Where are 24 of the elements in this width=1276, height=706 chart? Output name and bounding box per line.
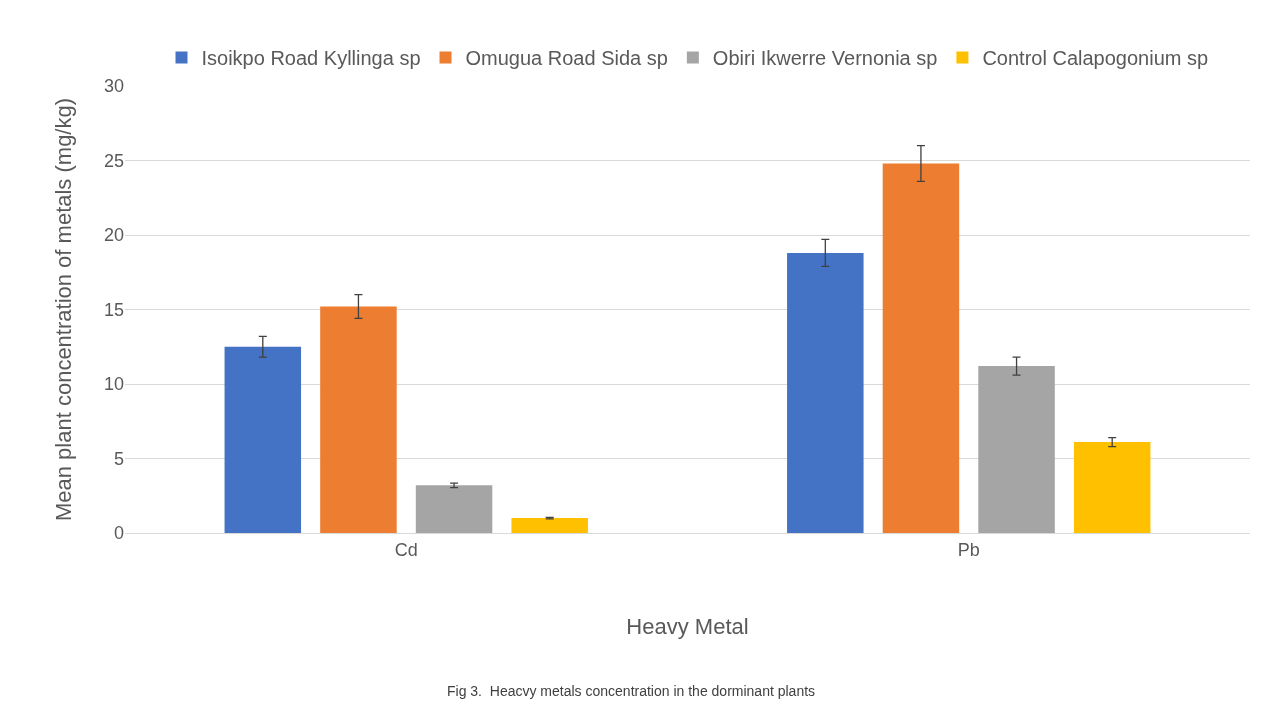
x-tick-label: Pb — [957, 539, 980, 560]
y-tick-label: 20 — [103, 225, 124, 246]
y-tick-label: 30 — [103, 76, 124, 97]
bar — [978, 366, 1055, 533]
caption: Fig 3. Heacvy metals concentration in the dorminant plants — [447, 683, 816, 699]
y-tick-label: 15 — [103, 299, 124, 320]
legend-label: Obiri Ikwerre Vernonia sp — [712, 47, 938, 70]
legend-label: Control Calapogonium sp — [982, 47, 1209, 70]
x-axis-title: Heavy Metal — [626, 614, 749, 640]
bar — [882, 163, 960, 533]
y-tick-label: 10 — [103, 374, 124, 395]
y-tick-label: 0 — [113, 523, 124, 544]
bar — [224, 346, 302, 533]
y-tick-label: 25 — [103, 150, 124, 171]
legend-label: Omugua Road Sida sp — [465, 47, 668, 70]
legend-label: Isoikpo Road Kyllinga sp — [201, 47, 421, 70]
x-tick-label: Cd — [394, 539, 418, 560]
bar — [415, 485, 493, 533]
bar — [1073, 442, 1151, 533]
y-axis-title: Mean plant concentration of metals (mg/kg) — [51, 97, 76, 522]
bar — [320, 306, 397, 533]
bar — [787, 252, 864, 533]
bar — [511, 518, 588, 533]
y-tick-label: 5 — [113, 448, 124, 469]
